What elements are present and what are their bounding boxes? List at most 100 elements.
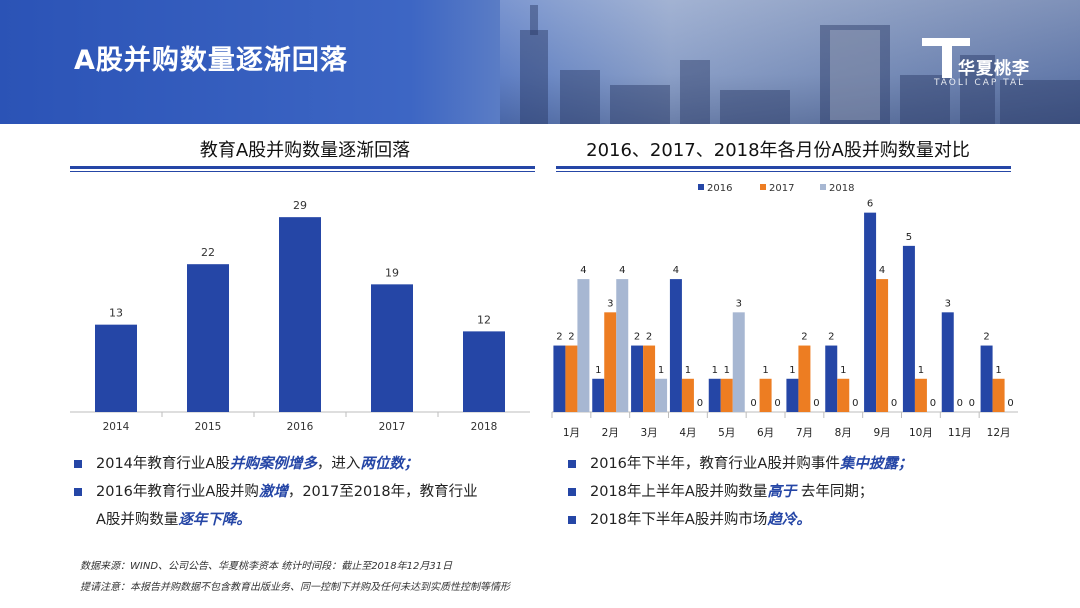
emphasis-text: 两位数； <box>360 456 419 472</box>
data-label: 0 <box>774 398 780 409</box>
disclaimer-footnote: 提请注意：本报告并购数据不包含教育出版业务、同一控制下并购及任何未达到实质性控制… <box>80 582 510 593</box>
x-tick-label: 2015 <box>195 421 222 433</box>
right-chart-title: 2016、2017、2018年各月份A股并购数量对比 <box>586 140 970 161</box>
bullet-square-icon <box>568 516 576 524</box>
source-footnote: 数据来源：WIND、公司公告、华夏桃李资本 统计时间段：截止至2018年12月3… <box>80 561 453 572</box>
x-tick-label: 2018 <box>471 421 498 433</box>
x-tick-label: 2月 <box>602 427 619 439</box>
legend-label: 2017 <box>769 183 794 194</box>
bullet-item: 2016年教育行业A股并购激增，2017至2018年，教育行业 <box>74 478 544 506</box>
data-label: 4 <box>673 265 679 276</box>
x-tick-label: 1月 <box>563 427 580 439</box>
x-tick-label: 4月 <box>679 427 696 439</box>
data-label: 0 <box>957 398 963 409</box>
emphasis-text: 激增 <box>258 484 288 500</box>
data-label: 6 <box>867 199 873 210</box>
left-title-underline <box>70 166 535 169</box>
legend-label: 2018 <box>829 183 854 194</box>
x-tick-label: 8月 <box>835 427 852 439</box>
bar-2016-8月 <box>825 345 838 412</box>
left-title-underline-thin <box>70 171 535 172</box>
bar-2017-1月 <box>565 345 578 412</box>
data-label: 2 <box>568 332 574 343</box>
data-label: 4 <box>580 265 586 276</box>
data-label: 1 <box>995 365 1001 376</box>
data-label: 2 <box>556 332 562 343</box>
bullet-text: ，进入 <box>316 456 361 472</box>
data-label: 1 <box>712 365 718 376</box>
bullet-text: A股并购数量 <box>96 512 179 528</box>
data-label: 1 <box>658 365 664 376</box>
bar-2015 <box>187 264 229 412</box>
page-title: A股并购数量逐渐回落 <box>74 45 348 76</box>
data-label: 12 <box>477 313 491 326</box>
x-tick-label: 12月 <box>987 427 1011 439</box>
bar-2016-3月 <box>631 345 644 412</box>
legend-swatch-2018 <box>820 184 826 190</box>
x-tick-label: 9月 <box>873 427 890 439</box>
bar-2018-5月 <box>732 312 745 412</box>
x-tick-label: 3月 <box>640 427 657 439</box>
data-label: 1 <box>840 365 846 376</box>
right-title-underline <box>556 166 1011 169</box>
x-tick-label: 2014 <box>103 421 130 433</box>
bar-2017 <box>371 284 413 412</box>
legend-swatch-2016 <box>698 184 704 190</box>
data-label: 0 <box>930 398 936 409</box>
logo-icon <box>922 38 970 78</box>
data-label: 1 <box>918 365 924 376</box>
bar-2018-1月 <box>577 279 590 412</box>
data-label: 3 <box>736 298 742 309</box>
bullet-square-icon <box>568 460 576 468</box>
x-tick-label: 5月 <box>718 427 735 439</box>
data-label: 4 <box>879 265 885 276</box>
data-label: 0 <box>1007 398 1013 409</box>
data-label: 1 <box>762 365 768 376</box>
bar-2016-1月 <box>553 345 566 412</box>
x-tick-label: 11月 <box>948 427 972 439</box>
bar-2017-6月 <box>759 378 772 412</box>
emphasis-text: 并购案例增多 <box>229 456 317 472</box>
header-banner: A股并购数量逐渐回落 华夏桃李 TAOLI CAP TAL <box>0 0 1080 124</box>
bar-2018-3月 <box>655 378 668 412</box>
bar-2016-12月 <box>980 345 993 412</box>
data-label: 1 <box>685 365 691 376</box>
data-label: 22 <box>201 246 215 259</box>
data-label: 1 <box>724 365 730 376</box>
x-tick-label: 2016 <box>287 421 314 433</box>
data-label: 0 <box>891 398 897 409</box>
bullet-text: 2016年教育行业A股并购 <box>96 484 259 500</box>
data-label: 29 <box>293 199 307 212</box>
data-label: 2 <box>828 332 834 343</box>
legend-label: 2016 <box>707 183 732 194</box>
emphasis-text: 逐年下降。 <box>178 512 251 528</box>
annual-ma-bar-chart: 13 2014 22 2015 29 2016 19 2017 12 2018 <box>70 199 530 433</box>
bar-2017-2月 <box>604 312 617 412</box>
data-label: 2 <box>646 332 652 343</box>
data-label: 0 <box>750 398 756 409</box>
bar-2016-2月 <box>592 378 605 412</box>
bar-2016-4月 <box>669 279 682 412</box>
bullet-item: 2018年上半年A股并购数量高于 去年同期； <box>568 478 1048 506</box>
city-skyline-image <box>500 0 1080 124</box>
data-label: 13 <box>109 307 123 320</box>
bar-2016-9月 <box>864 212 877 412</box>
bullet-text: 去年同期； <box>796 484 874 500</box>
x-tick-label: 7月 <box>796 427 813 439</box>
bullet-text: 2014年教育行业A股 <box>96 456 230 472</box>
data-label: 4 <box>619 265 625 276</box>
x-tick-label: 10月 <box>909 427 933 439</box>
data-label: 2 <box>634 332 640 343</box>
bullet-square-icon <box>74 488 82 496</box>
left-chart-title: 教育A股并购数量逐渐回落 <box>199 140 411 161</box>
legend-swatch-2017 <box>760 184 766 190</box>
bar-2016-11月 <box>941 312 954 412</box>
bar-2016-7月 <box>786 378 799 412</box>
bar-2017-5月 <box>720 378 733 412</box>
data-label: 2 <box>801 332 807 343</box>
x-tick-label: 2017 <box>379 421 406 433</box>
data-label: 2 <box>983 332 989 343</box>
data-label: 19 <box>385 266 399 279</box>
bar-2016-5月 <box>708 378 721 412</box>
